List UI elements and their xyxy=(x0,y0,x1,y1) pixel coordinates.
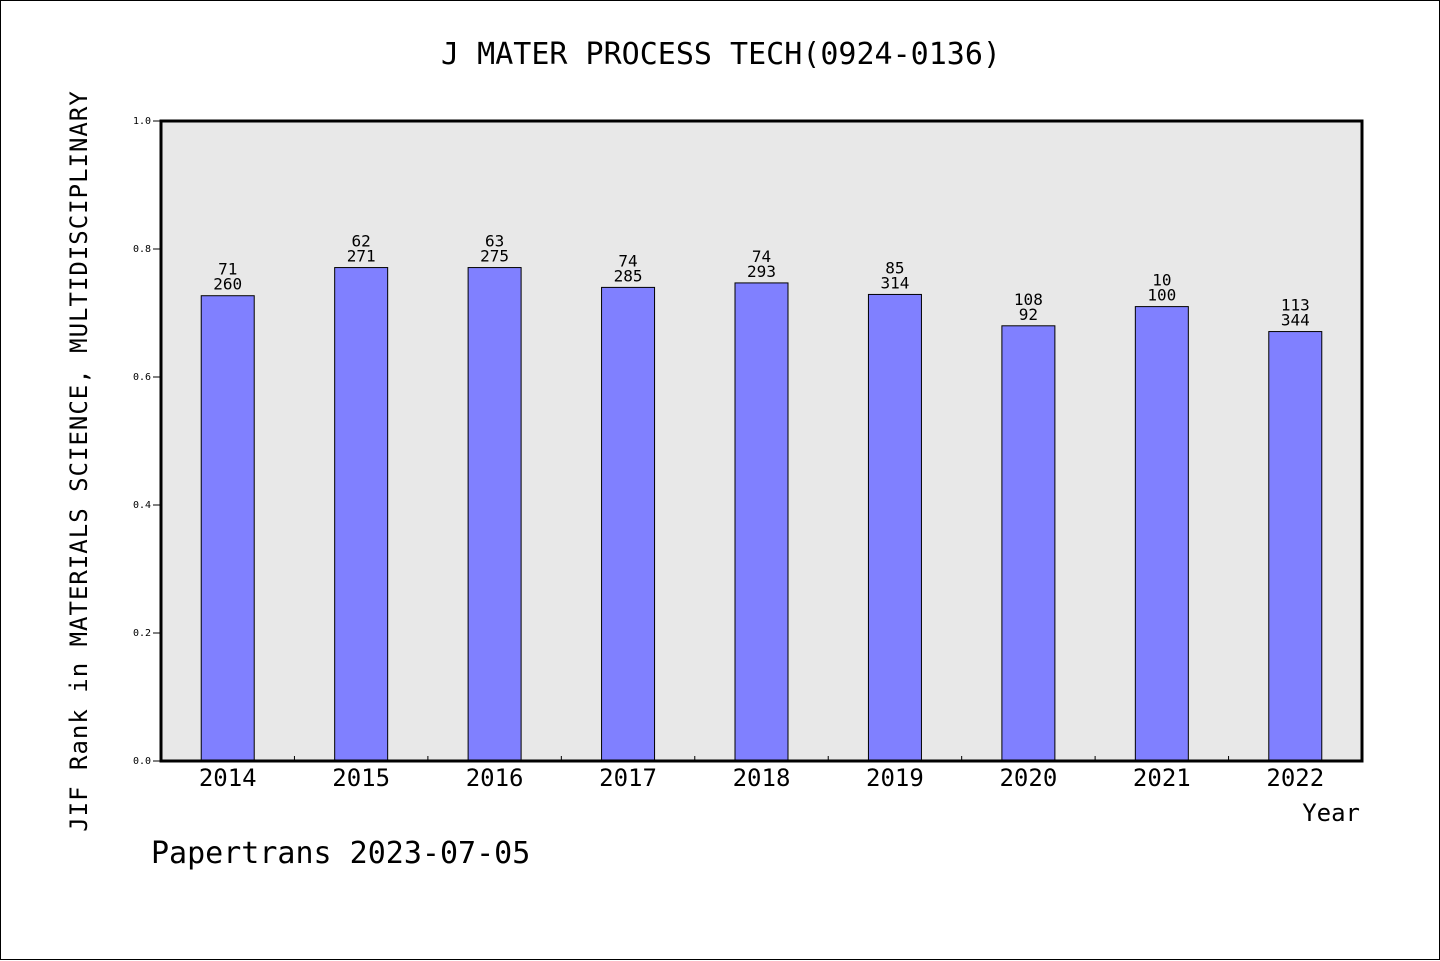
x-tick-label-2019: 2019 xyxy=(866,764,924,792)
bar-2021 xyxy=(1134,306,1189,762)
label-top-2019: 85 xyxy=(885,258,904,277)
x-tick-label-2014: 2014 xyxy=(199,764,257,792)
label-top-2020: 108 xyxy=(1014,290,1043,309)
label-top-2015: 62 xyxy=(352,232,371,251)
bar-2019 xyxy=(867,293,922,762)
label-top-2021: 10 xyxy=(1152,271,1171,290)
label-top-2014: 71 xyxy=(218,260,237,279)
label-bottom-2014: 260 xyxy=(213,275,242,294)
y-ticks-group: 0.0 0.2 0.4 0.6 0.8 1.0 xyxy=(133,116,161,767)
label-bottom-2017: 285 xyxy=(614,266,643,285)
chart-title: J MATER PROCESS TECH(0924-0136) xyxy=(441,37,1001,72)
label-top-2022: 113 xyxy=(1281,296,1310,315)
bar-2014 xyxy=(200,295,255,762)
y-tick-label-0.4: 0.4 xyxy=(133,500,151,511)
label-bottom-2016: 275 xyxy=(480,247,509,266)
label-bottom-2015: 271 xyxy=(347,247,376,266)
x-tick-label-2017: 2017 xyxy=(599,764,657,792)
x-tick-label-2016: 2016 xyxy=(466,764,524,792)
label-top-2017: 74 xyxy=(618,251,637,270)
y-tick-label-0.2: 0.2 xyxy=(133,628,151,639)
bar-2020 xyxy=(1001,325,1056,762)
bar-2018 xyxy=(734,282,789,762)
x-tick-label-2015: 2015 xyxy=(332,764,390,792)
bar-2016 xyxy=(467,267,522,762)
y-tick-label-1.0: 1.0 xyxy=(133,116,151,127)
footer-note: Papertrans 2023-07-05 xyxy=(151,836,531,871)
y-tick-label-0.6: 0.6 xyxy=(133,372,151,383)
x-ticks-group: 2014 2015 2016 2017 2018 2019 2020 2021 2022 xyxy=(199,756,1324,792)
bar-2015 xyxy=(334,267,389,762)
label-bottom-2020: 92 xyxy=(1019,305,1038,324)
x-tick-label-2022: 2022 xyxy=(1266,764,1324,792)
x-axis-label: Year xyxy=(1302,799,1360,827)
x-tick-label-2018: 2018 xyxy=(733,764,791,792)
label-bottom-2022: 344 xyxy=(1281,311,1310,330)
label-top-2018: 74 xyxy=(752,247,771,266)
x-tick-label-2020: 2020 xyxy=(999,764,1057,792)
bar-2022 xyxy=(1268,331,1323,762)
label-bottom-2021: 100 xyxy=(1147,286,1176,305)
y-tick-label-0.8: 0.8 xyxy=(133,244,151,255)
label-bottom-2019: 314 xyxy=(880,273,909,292)
label-top-2016: 63 xyxy=(485,232,504,251)
x-tick-label-2021: 2021 xyxy=(1133,764,1191,792)
plot-border xyxy=(159,119,1364,763)
label-bottom-2018: 293 xyxy=(747,262,776,281)
y-tick-label-0.0: 0.0 xyxy=(133,756,151,767)
bars-group xyxy=(200,267,1323,762)
bar-2017 xyxy=(601,286,656,762)
